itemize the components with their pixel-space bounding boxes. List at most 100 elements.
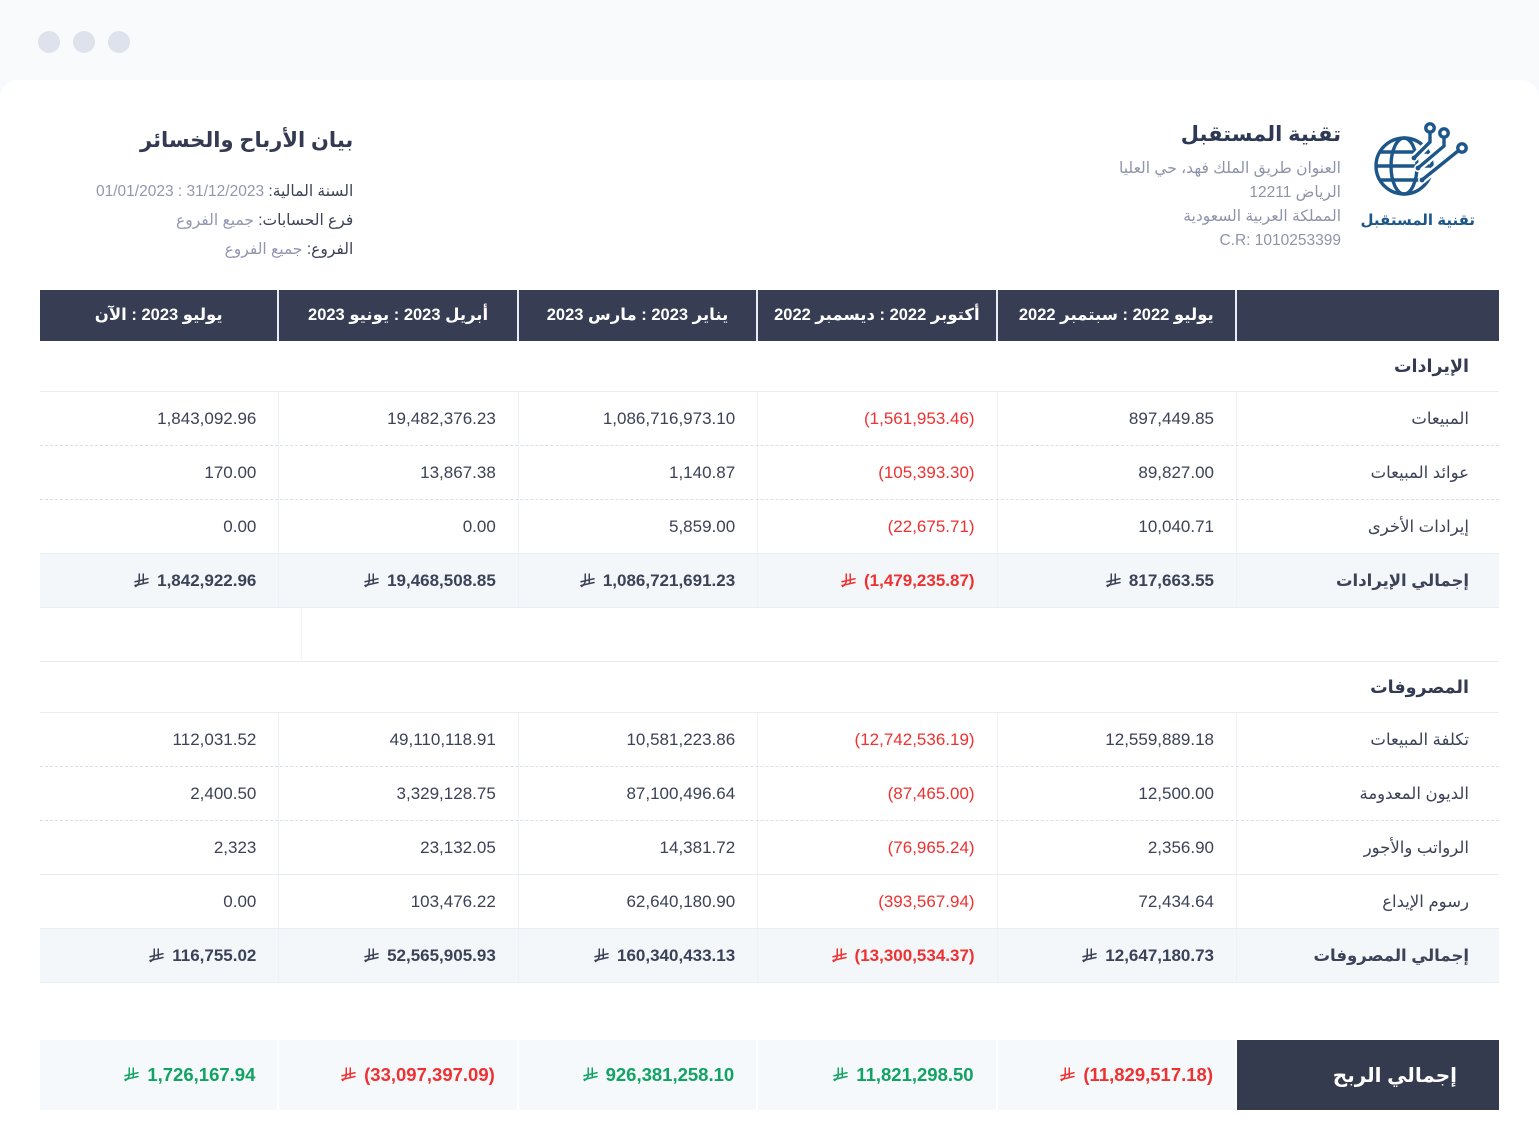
table-row-sales: المبيعات 897,449.85 (1,561,953.46) 1,086…	[40, 392, 1499, 446]
amount-cell: 12,500.00	[998, 767, 1237, 820]
column-header: يوليو 2022 : سبتمبر 2022	[998, 290, 1237, 341]
logo-wordmark: تقنية المستقبل	[1360, 212, 1475, 229]
section-spacer	[40, 983, 1499, 1040]
window-dot[interactable]	[73, 31, 95, 53]
saudi-riyal-icon	[833, 1067, 849, 1082]
total-amount-cell: 160,340,433.13	[519, 929, 759, 982]
profit-amount-cell: (33,097,397.09)	[279, 1040, 519, 1110]
accounts-branch-value: جميع الفروع	[175, 212, 254, 229]
amount-cell: 19,482,376.23	[279, 392, 519, 445]
fiscal-year-label: السنة المالية:	[268, 183, 354, 200]
company-name: تقنية المستقبل	[1180, 123, 1341, 146]
company-info: تقنية المستقبل العنوان طريق الملك فهد، ح…	[1119, 120, 1341, 253]
amount-cell: 3,329,128.75	[279, 767, 519, 820]
report-card: تقنية المستقبل تقنية المستقبل العنوان طر…	[0, 80, 1539, 1127]
saudi-riyal-icon	[580, 572, 595, 587]
saudi-riyal-icon	[341, 1067, 356, 1082]
window-topbar	[0, 0, 1539, 80]
amount-cell: 14,381.72	[519, 821, 759, 874]
saudi-riyal-icon	[594, 947, 609, 962]
total-profit-row: إجمالي الربح (11,829,517.18) 11,821,298.…	[39, 1040, 1499, 1110]
company-address-line: العنوان طريق الملك فهد، حي العليا	[1119, 160, 1341, 177]
branches-value: جميع الفروع	[224, 241, 303, 258]
saudi-riyal-icon	[841, 572, 856, 587]
branches-label: الفروع:	[306, 241, 354, 258]
total-profit-label: إجمالي الربح	[1237, 1040, 1499, 1110]
amount-cell: 49,110,118.91	[279, 713, 519, 766]
saudi-riyal-icon	[124, 1067, 140, 1082]
profit-amount-cell: (11,829,517.18)	[997, 1040, 1237, 1110]
amount-cell: 897,449.85	[998, 392, 1237, 445]
pnl-table: يوليو 2022 : سبتمبر 2022 أكتوبر 2022 : د…	[39, 290, 1499, 1110]
table-row-salaries: الرواتب والأجور 2,356.90 (76,965.24) 14,…	[40, 821, 1499, 875]
company-logo: تقنية المستقبل	[1360, 120, 1475, 229]
table-header-row: يوليو 2022 : سبتمبر 2022 أكتوبر 2022 : د…	[40, 290, 1499, 341]
amount-cell: 0.00	[40, 875, 280, 928]
amount-cell: 5,859.00	[519, 500, 759, 553]
amount-cell: 10,581,223.86	[519, 713, 759, 766]
amount-cell: 12,559,889.18	[998, 713, 1237, 766]
table-row-sales-returns: عوائد المبيعات 89,827.00 (105,393.30) 1,…	[40, 446, 1499, 500]
amount-cell: 13,867.38	[279, 446, 519, 499]
section-header-expenses: المصروفات	[40, 662, 1499, 713]
amount-cell: (12,742,536.19)	[758, 713, 998, 766]
table-row-other-revenue: إيرادات الأخرى 10,040.71 (22,675.71) 5,8…	[40, 500, 1499, 554]
column-header: أبريل 2023 : يونيو 2023	[279, 290, 519, 341]
total-amount-cell: 1,086,721,691.23	[519, 554, 759, 607]
saudi-riyal-icon	[364, 947, 379, 962]
total-amount-cell: 116,755.02	[40, 929, 280, 982]
page-title: بيان الأرباح والخسائر	[140, 129, 354, 152]
row-label: إجمالي الإيرادات	[1335, 571, 1469, 590]
amount-cell: 62,640,180.90	[519, 875, 759, 928]
row-label: الديون المعدومة	[1359, 784, 1469, 803]
amount-cell: (22,675.71)	[758, 500, 998, 553]
amount-cell: 112,031.52	[40, 713, 280, 766]
amount-cell: 170.00	[40, 446, 280, 499]
company-address-line: المملكة العربية السعودية	[1183, 208, 1341, 225]
total-amount-cell: 52,565,905.93	[279, 929, 519, 982]
section-title: المصروفات	[1370, 676, 1469, 697]
window-dot[interactable]	[38, 31, 60, 53]
row-label: تكلفة المبيعات	[1370, 730, 1469, 749]
section-header-revenue: الإيرادات	[40, 341, 1499, 392]
row-label: رسوم الإيداع	[1382, 892, 1469, 911]
row-label: إجمالي المصروفات	[1313, 946, 1469, 965]
accounts-branch-label: فرع الحسابات:	[258, 212, 354, 229]
branches-line: الفروع: جميع الفروع	[96, 235, 354, 264]
amount-cell: 2,323	[40, 821, 280, 874]
row-label: عوائد المبيعات	[1370, 463, 1469, 482]
saudi-riyal-icon	[134, 572, 149, 587]
table-row-bad-debts: الديون المعدومة 12,500.00 (87,465.00) 87…	[40, 767, 1499, 821]
total-amount-cell: (1,479,235.87)	[758, 554, 998, 607]
row-label: الرواتب والأجور	[1363, 838, 1469, 857]
amount-cell: (105,393.30)	[758, 446, 998, 499]
profit-amount-cell: 926,381,258.10	[518, 1040, 759, 1110]
amount-cell: 1,086,716,973.10	[519, 392, 759, 445]
column-header: يوليو 2023 : الآن	[40, 290, 280, 341]
amount-cell: 23,132.05	[279, 821, 519, 874]
amount-cell: 0.00	[40, 500, 280, 553]
report-header: تقنية المستقبل تقنية المستقبل العنوان طر…	[0, 80, 1539, 264]
section-title: الإيرادات	[1393, 355, 1469, 376]
globe-circuit-icon	[1374, 122, 1468, 196]
company-cr-number: C.R: 1010253399	[1219, 232, 1341, 249]
header-label-cell	[1237, 290, 1499, 341]
company-block: تقنية المستقبل تقنية المستقبل العنوان طر…	[1119, 120, 1475, 253]
saudi-riyal-icon	[582, 1067, 598, 1082]
total-amount-cell: (13,300,534.37)	[758, 929, 998, 982]
section-spacer	[40, 608, 1499, 662]
total-amount-cell: 1,842,922.96	[40, 554, 280, 607]
saudi-riyal-icon	[149, 947, 164, 962]
amount-cell: 1,140.87	[519, 446, 759, 499]
statement-block: بيان الأرباح والخسائر السنة المالية: 01/…	[96, 120, 353, 264]
amount-cell: 2,400.50	[40, 767, 280, 820]
amount-cell: 72,434.64	[998, 875, 1237, 928]
amount-cell: (76,965.24)	[758, 821, 998, 874]
amount-cell: 1,843,092.96	[40, 392, 280, 445]
amount-cell: 87,100,496.64	[519, 767, 759, 820]
amount-cell: 0.00	[279, 500, 519, 553]
amount-cell: 2,356.90	[998, 821, 1237, 874]
window-dot[interactable]	[108, 31, 130, 53]
table-row-deposit-fees: رسوم الإيداع 72,434.64 (393,567.94) 62,6…	[40, 875, 1499, 929]
saudi-riyal-icon	[1106, 572, 1121, 587]
